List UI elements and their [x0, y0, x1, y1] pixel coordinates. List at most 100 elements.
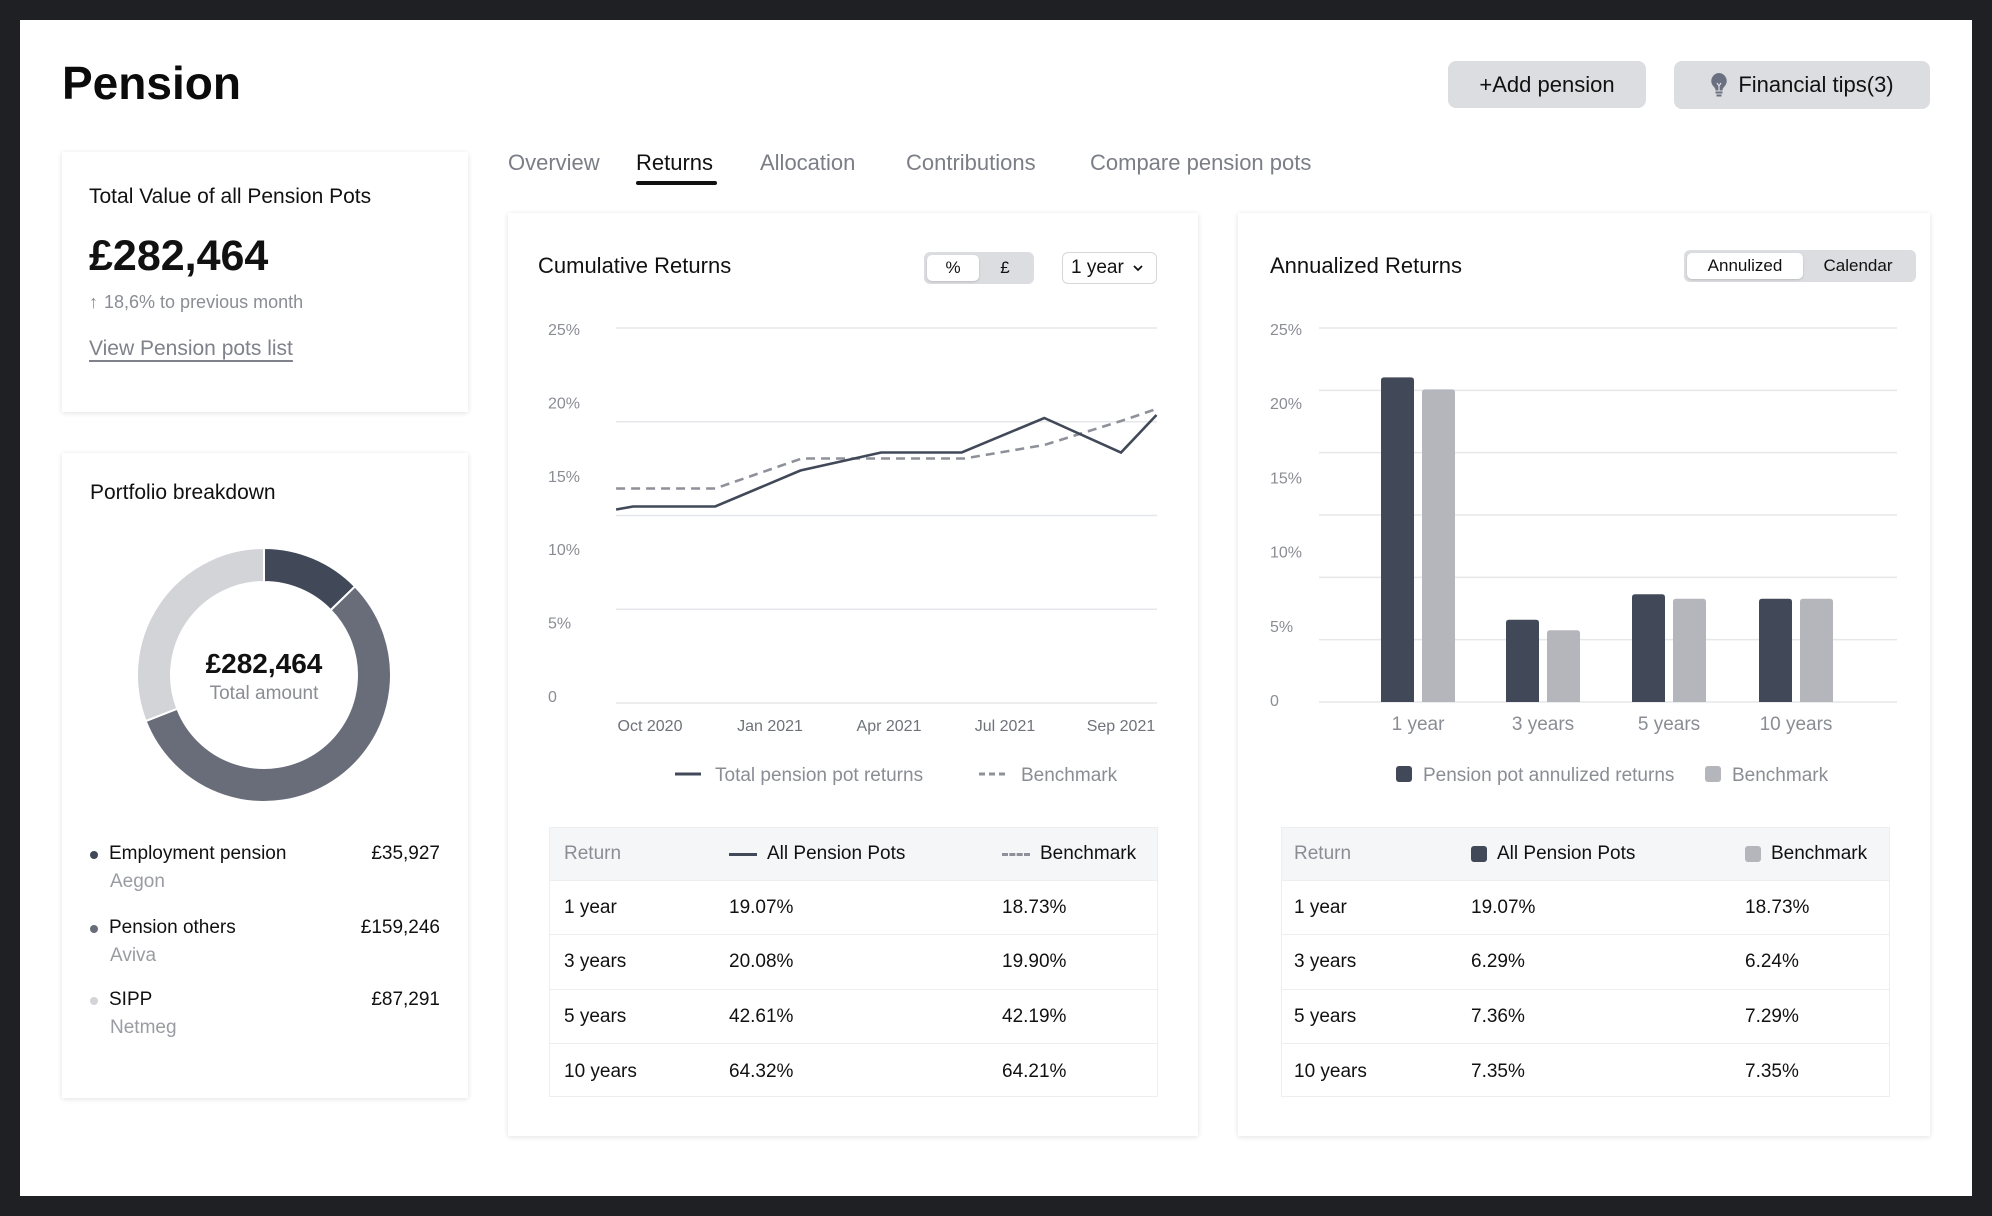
table-cell: 1 year [564, 896, 617, 918]
unit-percent-option[interactable]: % [927, 255, 979, 281]
x-category-label: 10 years [1760, 714, 1833, 735]
arrow-up-icon: ↑ [89, 292, 98, 312]
portfolio-item-amount: £159,246 [360, 917, 440, 938]
annulized-option[interactable]: Annulized [1687, 253, 1803, 279]
cumulative-returns-table: Return All Pension Pots Benchmark 1 year 19.… [549, 827, 1158, 1097]
portfolio-item-provider: Aviva [110, 945, 157, 966]
pension-returns-bar [1506, 619, 1539, 702]
table-cell: 10 years [564, 1060, 637, 1082]
solid-line-icon [729, 852, 757, 856]
change-indicator: ↑ 18,6% to previous month [89, 292, 303, 313]
y-tick-label: 10% [548, 542, 580, 559]
table-cell: 7.36% [1471, 1005, 1525, 1027]
tab-overview[interactable]: Overview [508, 150, 600, 175]
y-tick-label: 15% [1270, 470, 1302, 487]
table-cell: 19.07% [729, 896, 794, 918]
table-row: 3 years 20.08% 19.90% [550, 936, 1157, 990]
y-tick-label: 10% [1270, 545, 1302, 562]
table-row: 10 years 7.35% 7.35% [1282, 1045, 1889, 1099]
table-cell: 6.24% [1745, 951, 1799, 972]
table-cell: 64.21% [1002, 1060, 1067, 1082]
legend-swatch [1396, 766, 1412, 782]
x-tick-label: Sep 2021 [1087, 718, 1156, 735]
annualized-returns-table: Return All Pension Pots Benchmark 1 year 19.… [1281, 827, 1890, 1097]
x-category-label: 1 year [1392, 714, 1445, 735]
benchmark-bar [1800, 598, 1833, 702]
y-tick-label: 0 [1270, 693, 1279, 710]
period-dropdown[interactable]: 1 year [1062, 252, 1157, 284]
legend-swatch [1705, 766, 1721, 782]
header-cell: Benchmark [1745, 828, 1867, 880]
financial-tips-button[interactable]: Financial tips(3) [1674, 61, 1930, 109]
y-tick-label: 25% [1270, 322, 1302, 339]
tab-returns[interactable]: Returns [636, 150, 714, 175]
portfolio-item-amount: £35,927 [371, 843, 440, 864]
portfolio-item-name: SIPP [109, 989, 153, 1010]
portfolio-title: Portfolio breakdown [90, 481, 276, 504]
table-cell: 19.90% [1002, 951, 1067, 972]
header-cell: All Pension Pots [729, 828, 905, 880]
donut-segment [144, 585, 392, 803]
table-cell: 10 years [1294, 1060, 1367, 1082]
benchmark-bar [1547, 630, 1580, 702]
chevron-down-icon [1133, 265, 1143, 272]
table-cell: 7.35% [1471, 1060, 1525, 1082]
header-cell: Return [564, 828, 621, 880]
x-category-label: 5 years [1638, 714, 1700, 735]
y-tick-label: 20% [1270, 396, 1302, 413]
tab-allocation[interactable]: Allocation [760, 150, 856, 175]
y-tick-label: 20% [548, 395, 580, 412]
total-returns-line [615, 414, 1158, 511]
y-tick-label: 15% [548, 469, 580, 486]
table-cell: 3 years [564, 951, 627, 972]
table-cell: 19.07% [1471, 896, 1536, 918]
mode-toggle: Annulized Calendar [1684, 250, 1916, 282]
cumulative-returns-panel: Cumulative Returns % £ 1 year [508, 213, 1198, 1136]
tab-contributions[interactable]: Contributions [906, 150, 1036, 175]
legend-dot [90, 851, 98, 859]
table-cell: 5 years [1294, 1005, 1357, 1027]
total-value-title: Total Value of all Pension Pots [89, 185, 372, 208]
benchmark-bar [1422, 389, 1455, 702]
x-tick-label: Apr 2021 [857, 718, 922, 735]
cumulative-returns-title: Cumulative Returns [538, 253, 732, 278]
table-cell: 42.61% [729, 1005, 794, 1027]
table-cell: 5 years [564, 1005, 627, 1027]
add-pension-button[interactable]: +Add pension [1448, 61, 1646, 108]
table-row: 1 year 19.07% 18.73% [1282, 881, 1889, 935]
benchmark-bar [1673, 598, 1706, 702]
table-cell: 20.08% [729, 951, 794, 972]
tab-compare-pension-pots[interactable]: Compare pension pots [1090, 150, 1312, 175]
header-cell: All Pension Pots [1471, 828, 1635, 880]
pension-returns-bar [1381, 377, 1414, 702]
table-row: 5 years 42.61% 42.19% [550, 990, 1157, 1044]
pension-returns-bar [1759, 598, 1792, 702]
x-tick-label: Jul 2021 [975, 718, 1036, 735]
donut-center-label: Total amount [210, 683, 320, 704]
header-label: All Pension Pots [767, 843, 906, 864]
table-header: Return All Pension Pots Benchmark [550, 828, 1157, 881]
calendar-option[interactable]: Calendar [1823, 256, 1893, 275]
donut-center-value: £282,464 [206, 648, 323, 679]
total-value-amount: £282,464 [89, 232, 269, 280]
legend-label: Benchmark [1021, 765, 1118, 786]
table-cell: 42.19% [1002, 1005, 1067, 1027]
portfolio-item-amount: £87,291 [371, 989, 440, 1010]
table-cell: 7.35% [1745, 1060, 1799, 1082]
header-cell: Benchmark [1002, 828, 1136, 880]
donut-segment [136, 546, 265, 723]
portfolio-item-name: Employment pension [109, 843, 287, 864]
swatch-icon [1745, 846, 1761, 862]
table-header: Return All Pension Pots Benchmark [1282, 828, 1889, 881]
view-pension-pots-link[interactable]: View Pension pots list [89, 337, 293, 360]
y-tick-label: 0 [548, 689, 557, 706]
financial-tips-label: Financial tips(3) [1738, 72, 1894, 97]
legend-dot [90, 925, 98, 933]
header-label: Benchmark [1771, 843, 1868, 864]
change-text: 18,6% to previous month [104, 292, 304, 312]
x-tick-label: Oct 2020 [618, 718, 683, 735]
table-cell: 7.29% [1745, 1005, 1799, 1027]
unit-pound-option[interactable]: £ [1000, 258, 1010, 277]
